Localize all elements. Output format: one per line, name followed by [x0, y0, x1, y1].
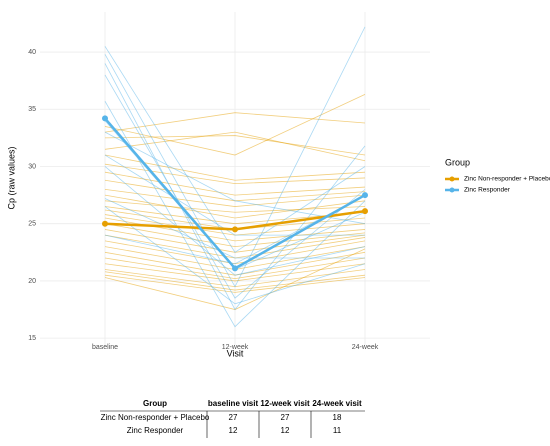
table-cell: 12: [229, 426, 238, 435]
individual-line: [104, 135, 366, 156]
individual-line: [104, 46, 366, 253]
y-tick-label: 30: [28, 163, 36, 170]
table-header: 24-week visit: [312, 399, 362, 408]
x-tick-label: 24-week: [352, 344, 379, 351]
legend-title: Group: [445, 157, 470, 167]
individual-line: [104, 166, 366, 276]
y-tick-label: 20: [28, 278, 36, 285]
individual-line: [104, 63, 366, 311]
y-tick-label: 35: [28, 106, 36, 113]
table-header: Group: [143, 399, 167, 408]
individual-line: [104, 271, 366, 291]
individual-line: [104, 274, 366, 293]
individual-line: [104, 223, 366, 247]
individual-line: [104, 112, 366, 133]
mean-point: [232, 265, 238, 272]
table-cell: Zinc Responder: [127, 426, 184, 435]
individual-line: [104, 188, 366, 207]
individual-line: [104, 131, 366, 162]
individual-line: [104, 154, 365, 236]
x-tick-label: 12-week: [222, 344, 249, 351]
individual-line: [104, 26, 366, 288]
mean-point: [362, 208, 368, 215]
individual-line: [104, 171, 366, 196]
legend-label: Zinc Non-responder + Placebo: [464, 176, 550, 183]
individual-line: [104, 94, 366, 156]
individual-line: [104, 74, 366, 299]
table-header: baseline visit: [208, 399, 259, 408]
y-tick-label: 15: [28, 335, 36, 342]
mean-point: [232, 226, 238, 233]
y-tick-label: 40: [28, 49, 36, 56]
table-cell: 11: [333, 426, 342, 435]
legend-key: [449, 187, 455, 193]
table-cell: 18: [333, 413, 342, 422]
legend-label: Zinc Responder: [464, 187, 511, 194]
individual-line: [104, 206, 366, 305]
mean-point: [362, 192, 368, 199]
table-header: 12-week visit: [260, 399, 310, 408]
individual-line: [104, 200, 366, 213]
table-cell: 12: [281, 426, 290, 435]
mean-point: [102, 220, 108, 227]
x-axis-title: Visit: [227, 348, 244, 358]
table-cell: Zinc Non-responder + Placebo: [101, 413, 210, 422]
individual-line: [104, 154, 366, 181]
individual-line: [104, 198, 365, 259]
y-tick-label: 25: [28, 221, 36, 228]
mean-point: [102, 115, 108, 122]
legend-key: [449, 176, 455, 182]
table-cell: 27: [281, 413, 290, 422]
individual-line: [104, 101, 366, 328]
individual-line: [104, 257, 366, 280]
y-axis-title: Cp (raw values): [6, 146, 16, 209]
table-cell: 27: [229, 413, 238, 422]
x-tick-label: baseline: [92, 344, 118, 351]
